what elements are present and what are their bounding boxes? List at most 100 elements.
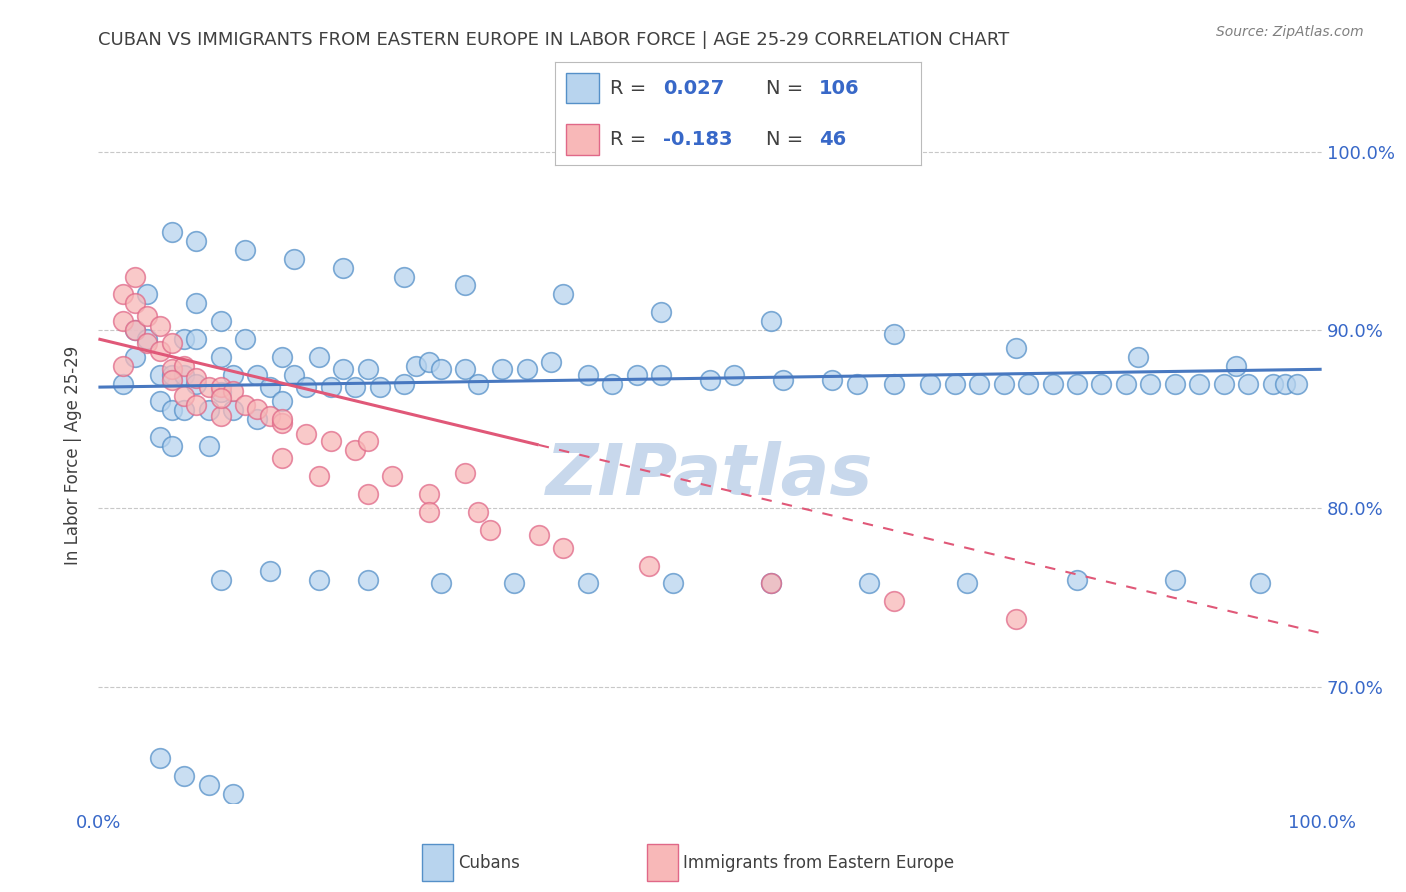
- Point: [197, 439, 219, 453]
- Point: [1066, 376, 1088, 391]
- Point: [454, 278, 477, 293]
- Point: [209, 391, 232, 405]
- Point: [197, 778, 219, 792]
- Point: [1066, 573, 1088, 587]
- Point: [209, 350, 232, 364]
- Point: [1164, 573, 1187, 587]
- Point: [136, 332, 159, 346]
- Point: [356, 362, 378, 376]
- Point: [319, 434, 342, 448]
- Point: [515, 362, 537, 376]
- Point: [540, 355, 562, 369]
- Text: R =: R =: [610, 78, 647, 97]
- Point: [1115, 376, 1137, 391]
- Point: [626, 368, 648, 382]
- Point: [246, 401, 269, 416]
- Point: [1004, 341, 1026, 355]
- Point: [405, 359, 427, 373]
- Point: [160, 335, 183, 350]
- Point: [920, 376, 942, 391]
- Point: [246, 368, 269, 382]
- Point: [1017, 376, 1039, 391]
- Point: [186, 371, 208, 385]
- Point: [160, 439, 183, 453]
- Point: [270, 350, 294, 364]
- Point: [186, 234, 208, 248]
- Point: [1261, 376, 1284, 391]
- Point: [246, 412, 269, 426]
- Point: [1225, 359, 1247, 373]
- Point: [381, 469, 404, 483]
- Point: [283, 368, 305, 382]
- Point: [699, 373, 721, 387]
- Text: ZIPatlas: ZIPatlas: [547, 442, 873, 510]
- Point: [650, 305, 672, 319]
- Point: [149, 394, 172, 409]
- Point: [943, 376, 966, 391]
- Point: [149, 368, 172, 382]
- Text: -0.183: -0.183: [664, 130, 733, 149]
- Point: [344, 380, 367, 394]
- Point: [454, 466, 477, 480]
- Point: [186, 296, 208, 310]
- Point: [160, 373, 183, 387]
- Point: [149, 430, 172, 444]
- Point: [478, 523, 501, 537]
- Bar: [567, 73, 599, 103]
- Point: [553, 287, 575, 301]
- Point: [430, 362, 453, 376]
- Text: Immigrants from Eastern Europe: Immigrants from Eastern Europe: [683, 855, 955, 872]
- Point: [1212, 376, 1234, 391]
- Point: [233, 332, 256, 346]
- Point: [600, 376, 623, 391]
- Point: [283, 252, 305, 266]
- Point: [209, 314, 232, 328]
- Point: [295, 380, 318, 394]
- Point: [392, 269, 416, 284]
- Point: [1128, 350, 1150, 364]
- Point: [233, 398, 256, 412]
- Point: [173, 403, 195, 417]
- Point: [186, 332, 208, 346]
- Point: [772, 373, 794, 387]
- Point: [1139, 376, 1161, 391]
- Point: [197, 403, 219, 417]
- Point: [821, 373, 844, 387]
- Point: [295, 426, 318, 441]
- Point: [332, 362, 354, 376]
- Point: [1274, 376, 1296, 391]
- Point: [160, 368, 183, 382]
- Point: [576, 368, 599, 382]
- Point: [723, 368, 745, 382]
- Point: [883, 326, 905, 341]
- Point: [111, 359, 134, 373]
- Point: [270, 416, 294, 430]
- Point: [173, 332, 195, 346]
- Point: [173, 359, 195, 373]
- Point: [233, 243, 256, 257]
- Point: [222, 368, 245, 382]
- Point: [222, 384, 245, 398]
- Point: [368, 380, 391, 394]
- Point: [467, 505, 489, 519]
- Point: [124, 350, 146, 364]
- Point: [392, 376, 416, 391]
- Text: N =: N =: [765, 78, 803, 97]
- Point: [344, 442, 367, 457]
- Point: [883, 376, 905, 391]
- Point: [467, 376, 489, 391]
- Point: [259, 409, 281, 423]
- Point: [136, 335, 159, 350]
- Point: [553, 541, 575, 555]
- Text: N =: N =: [765, 130, 803, 149]
- Point: [956, 576, 979, 591]
- Point: [356, 434, 378, 448]
- Point: [356, 573, 378, 587]
- Text: Cubans: Cubans: [458, 855, 520, 872]
- Point: [111, 314, 134, 328]
- Point: [356, 487, 378, 501]
- Point: [124, 269, 146, 284]
- Point: [136, 287, 159, 301]
- Point: [576, 576, 599, 591]
- Point: [209, 573, 232, 587]
